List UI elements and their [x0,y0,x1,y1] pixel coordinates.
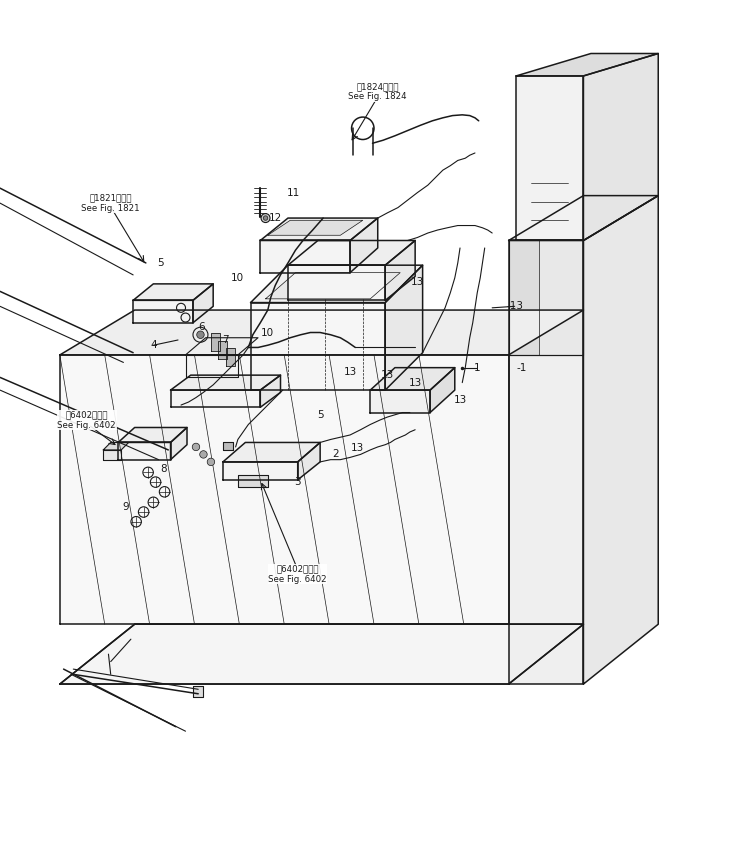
Polygon shape [509,240,583,684]
Polygon shape [516,54,658,76]
Text: 第6402図参照
See Fig. 6402: 第6402図参照 See Fig. 6402 [269,564,327,584]
Polygon shape [218,341,227,359]
Text: 11: 11 [286,187,300,198]
Text: 13: 13 [453,394,467,405]
Polygon shape [223,442,233,450]
Text: 2: 2 [332,449,338,459]
Text: 10: 10 [231,273,245,283]
Polygon shape [211,333,220,351]
Text: -1: -1 [517,363,527,372]
Text: -13: -13 [506,302,523,311]
Polygon shape [370,390,430,412]
Polygon shape [266,273,400,299]
Polygon shape [288,240,415,265]
Polygon shape [430,368,455,412]
Polygon shape [268,221,363,235]
Polygon shape [171,390,260,407]
Polygon shape [260,218,378,240]
Polygon shape [103,442,129,450]
Circle shape [197,331,204,338]
Polygon shape [193,284,213,323]
Text: 5: 5 [158,258,164,268]
Polygon shape [133,284,213,301]
Polygon shape [260,240,350,273]
Text: 12: 12 [269,213,282,223]
Text: 第1821図参照
See Fig. 1821: 第1821図参照 See Fig. 1821 [82,193,140,213]
Polygon shape [583,54,658,240]
Polygon shape [171,375,280,390]
Polygon shape [509,196,658,240]
Circle shape [263,216,268,221]
Text: 6: 6 [199,322,205,332]
Polygon shape [385,265,423,390]
Polygon shape [509,240,583,355]
Text: 1: 1 [474,363,480,372]
Polygon shape [223,442,320,462]
Polygon shape [509,240,539,355]
Polygon shape [193,687,203,697]
Polygon shape [133,301,193,323]
Polygon shape [60,625,583,684]
Polygon shape [516,76,583,240]
Text: 4: 4 [150,340,156,350]
Polygon shape [583,196,658,684]
Polygon shape [103,450,121,460]
Polygon shape [118,442,171,460]
Polygon shape [186,337,258,355]
Polygon shape [118,428,187,442]
Polygon shape [260,375,280,407]
Circle shape [207,458,215,466]
Polygon shape [370,368,455,390]
Polygon shape [385,240,415,301]
Text: 3: 3 [295,477,301,487]
Polygon shape [238,475,268,487]
Polygon shape [350,218,378,273]
Circle shape [261,214,270,222]
Polygon shape [186,355,238,377]
Text: 第1824図参照
See Fig. 1824: 第1824図参照 See Fig. 1824 [349,82,407,101]
Text: 13: 13 [411,278,424,287]
Polygon shape [251,302,385,390]
Polygon shape [298,442,320,480]
Polygon shape [226,348,235,366]
Polygon shape [60,310,583,355]
Text: 8: 8 [160,464,166,475]
Polygon shape [60,355,509,625]
Text: 13: 13 [408,377,422,388]
Text: 9: 9 [123,502,129,512]
Text: 10: 10 [261,327,275,337]
Polygon shape [288,265,385,301]
Circle shape [200,451,207,458]
Polygon shape [171,428,187,460]
Text: 第6402図参照
See Fig. 6402: 第6402図参照 See Fig. 6402 [58,411,116,429]
Circle shape [192,443,200,451]
Text: 13: 13 [351,443,364,453]
Text: 13: 13 [343,367,357,377]
Text: 5: 5 [317,410,323,420]
Polygon shape [223,462,298,480]
Text: 13: 13 [381,370,394,380]
Polygon shape [251,265,423,302]
Text: 7: 7 [223,335,229,345]
